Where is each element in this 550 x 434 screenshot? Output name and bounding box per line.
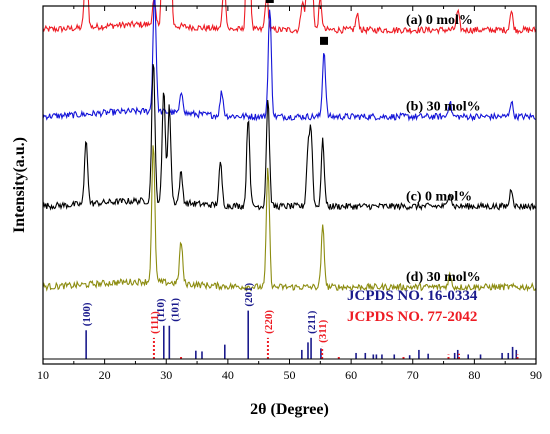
plot-area [42,0,537,293]
x-axis-title: 2θ (Degree) [250,401,329,418]
series-a-label: (a) 0 mol% [406,13,473,28]
series-a-line [42,0,537,36]
x-tick-label-8: 90 [530,368,542,382]
hkl-label-0-1: (110) [155,298,167,322]
hkl-label-0-3: (201) [243,282,255,306]
hkl-label-1-2: (311) [317,319,329,343]
y-axis-title: Intensity(a.u.) [11,137,28,233]
reference-patterns: (100) (110) (101) (201) (211) (111) (220) (311) [43,282,536,360]
x-tick-label-7: 80 [468,368,480,382]
hkl-label-1-1: (220) [263,310,275,334]
x-tick-label-2: 30 [160,368,172,382]
series-d-label: (d) 30 mol% [406,270,481,285]
jcpds-legend-1: JCPDS NO. 77-2042 [347,309,477,325]
series-c-line [42,63,537,212]
series-b-line [42,0,537,122]
hkl-label-0-4: (211) [306,310,318,334]
series-d-line [42,145,537,293]
hkl-label-0-0: (100) [81,302,93,326]
series-c-label: (c) 0 mol% [406,189,472,204]
x-tick-label-3: 40 [222,368,234,382]
x-tick-label-0: 10 [37,368,49,382]
square-marker-5 [320,36,329,45]
x-tick-label-6: 70 [407,368,419,382]
x-tick-label-1: 20 [99,368,111,382]
x-tick-label-4: 50 [284,368,296,382]
labels: ***(a) 0 mol%(b) 30 mol%(c) 0 mol%(d) 30… [265,0,481,325]
series-b-label: (b) 30 mol% [406,100,481,115]
hkl-label-1-0: (111) [149,311,161,334]
hkl-label-0-2: (101) [169,298,181,322]
x-tick-label-5: 60 [345,368,357,382]
axes: 10 20 30 40 50 60 70 80 90 2θ (Degree) Intensity(a… [11,5,542,418]
jcpds-legend-0: JCPDS NO. 16-0334 [347,288,478,304]
square-marker-4 [265,0,274,3]
